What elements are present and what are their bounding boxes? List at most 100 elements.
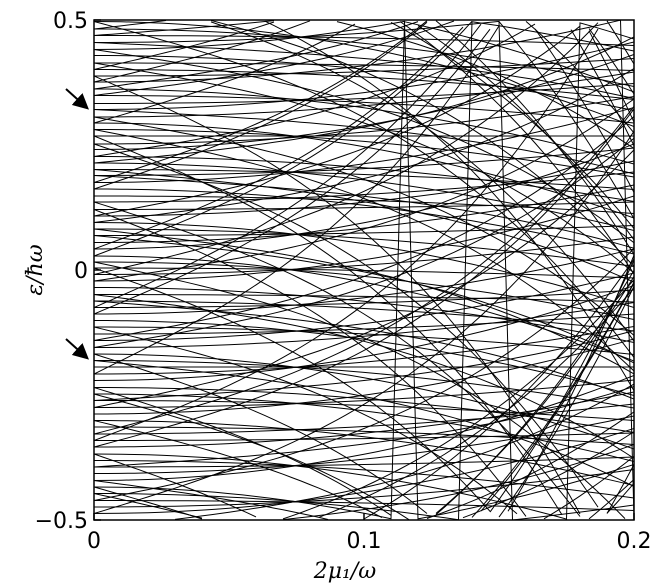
band-line (94, 62, 634, 71)
band-line (588, 479, 634, 520)
annotation-arrows (65, 88, 89, 360)
band-line (94, 300, 634, 400)
band-line (588, 30, 634, 123)
band-line (94, 294, 634, 303)
band-line (94, 143, 599, 508)
x-axis: 0 0.1 0.2 (87, 513, 652, 554)
y-tick-label: 0 (74, 259, 88, 284)
band-line (94, 22, 599, 275)
band-line (94, 116, 634, 336)
band-line (94, 420, 634, 486)
band-line (399, 21, 634, 275)
band-line (435, 20, 634, 255)
band-line (525, 21, 634, 134)
band-line (480, 282, 634, 512)
band-line (94, 261, 626, 519)
band-line (94, 116, 634, 341)
band-line (94, 236, 634, 275)
band-line (94, 353, 634, 450)
band-line (94, 285, 634, 381)
band-line (94, 122, 634, 219)
arrow-annotation (65, 338, 89, 360)
band-line (94, 480, 329, 520)
band-line (94, 184, 634, 243)
band-line (94, 169, 634, 190)
band-line (94, 248, 634, 501)
band-line (94, 294, 634, 459)
band-line (94, 131, 634, 514)
band-line (94, 106, 634, 435)
band-line (94, 400, 634, 421)
band-line (94, 456, 634, 468)
band-line (534, 28, 634, 193)
band-line (174, 383, 634, 520)
band-line (94, 432, 634, 441)
band-line (94, 21, 634, 520)
band-line (94, 137, 634, 348)
band-line (94, 21, 275, 70)
y-tick-label: 0.5 (53, 9, 88, 34)
band-line (94, 88, 634, 165)
x-tick-label: 0 (87, 529, 101, 554)
band-line (94, 143, 634, 250)
band-line (94, 23, 356, 124)
band-line (94, 21, 634, 127)
band-line (94, 209, 527, 517)
band-line (94, 360, 634, 409)
band-line (94, 71, 634, 118)
band-line (94, 195, 634, 282)
band-line (94, 228, 634, 375)
x-axis-label: 2μ₁/ω (313, 559, 377, 584)
band-line (94, 83, 634, 104)
band-line (498, 285, 634, 518)
band-line (94, 188, 634, 255)
band-line (94, 135, 563, 516)
band-line (94, 23, 482, 308)
band-line (94, 108, 634, 448)
band-line (94, 500, 634, 511)
band-line (94, 75, 581, 515)
band-line (94, 69, 634, 100)
band-line (94, 391, 634, 448)
band-line (94, 41, 634, 110)
band-line (94, 96, 634, 145)
band-line (94, 175, 634, 249)
band-line (94, 20, 275, 36)
band-line (390, 21, 634, 229)
y-axis: −0.5 0 0.5 (35, 9, 101, 534)
x-tick-label: 0.2 (617, 529, 652, 554)
band-line (94, 426, 634, 445)
band-line (94, 493, 203, 519)
band-line (94, 379, 634, 408)
band-line (94, 326, 634, 375)
band-line (264, 20, 634, 392)
y-axis-label: ε/ħω (23, 244, 48, 295)
band-line (94, 20, 311, 83)
band-line (435, 276, 634, 514)
x-tick-label: 0.1 (347, 529, 382, 554)
band-line (94, 326, 518, 515)
band-line (94, 36, 634, 164)
band-line (606, 482, 634, 514)
band-line (94, 330, 634, 401)
band-line (94, 169, 634, 283)
band-line (94, 49, 634, 244)
band-line (94, 393, 634, 462)
band-line (94, 272, 634, 341)
y-tick-label: −0.5 (35, 509, 88, 534)
band-line (588, 28, 634, 95)
band-line (94, 25, 500, 375)
band-line (94, 20, 455, 96)
band-line (94, 360, 634, 487)
band-line (94, 20, 428, 183)
band-line (210, 20, 634, 267)
band-line (498, 21, 634, 220)
band-line (94, 21, 419, 90)
band-lines (94, 20, 634, 520)
band-line (94, 403, 634, 435)
band-line (606, 20, 634, 65)
band-line (94, 22, 634, 520)
band-line (94, 20, 634, 520)
band-line (94, 23, 536, 157)
